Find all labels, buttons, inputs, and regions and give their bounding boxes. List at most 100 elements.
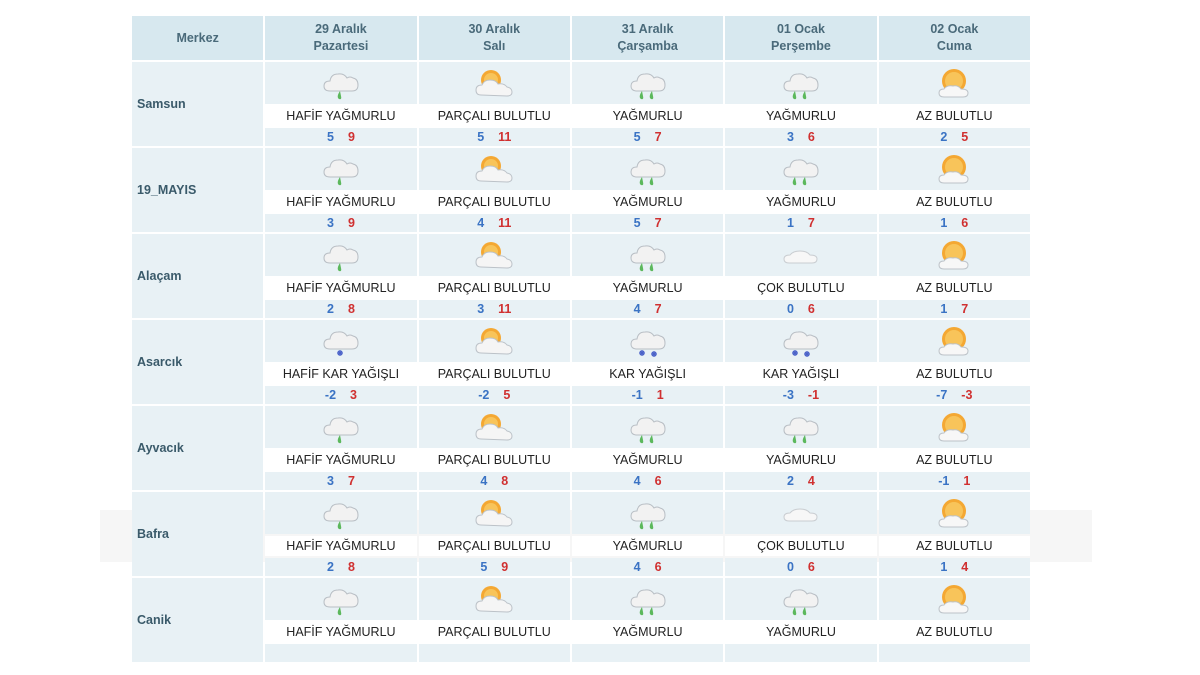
weather-icon-cell: [878, 320, 1030, 362]
partly-cloudy-icon: [474, 151, 514, 187]
light-rain-icon: [321, 581, 361, 617]
partly-cloudy-icon: [474, 65, 514, 101]
condition-text: ÇOK BULUTLU: [725, 536, 877, 556]
weather-icon-cell: [418, 406, 570, 448]
forecast-row-temps: 5 9 5 11 5 7 3 6 2 5: [132, 128, 1030, 146]
day-date: 29 Aralık: [315, 22, 367, 36]
partly-cloudy-icon: [474, 237, 514, 273]
cloudy-icon: [781, 237, 821, 273]
max-temp: 11: [498, 130, 512, 144]
partly-cloudy-icon: [474, 409, 514, 445]
max-temp: 7: [961, 302, 969, 316]
city-name[interactable]: Asarcık: [132, 320, 264, 404]
max-temp: 7: [807, 216, 815, 230]
condition-text: AZ BULUTLU: [878, 622, 1030, 642]
condition-text: PARÇALI BULUTLU: [418, 364, 570, 384]
weather-icon-cell: [265, 578, 417, 620]
min-temp: 0: [786, 560, 794, 574]
forecast-row-conditions: HAFİF KAR YAĞIŞLI PARÇALI BULUTLU KAR YAĞI…: [132, 364, 1030, 384]
min-temp: 3: [477, 302, 485, 316]
snow-icon: [628, 323, 668, 359]
min-temp: 1: [940, 216, 948, 230]
forecast-row-temps: -2 3 -2 5 -1 1 -3 -1 -7 -3: [132, 386, 1030, 404]
day-weekday: Çarşamba: [617, 39, 678, 53]
forecast-row-icons: Asarcık: [132, 320, 1030, 404]
light-rain-icon: [321, 237, 361, 273]
mostly-sunny-icon: [934, 409, 974, 445]
day-date: 31 Aralık: [621, 22, 674, 36]
weather-icon-cell: [571, 492, 724, 534]
min-temp: 4: [480, 474, 488, 488]
forecast-row-conditions: HAFİF YAĞMURLU PARÇALI BULUTLU YAĞMURLU ÇOK…: [132, 536, 1030, 556]
snow-icon: [781, 323, 821, 359]
city-name[interactable]: Ayvacık: [132, 406, 264, 490]
min-temp: 2: [326, 560, 334, 574]
rain-icon: [781, 151, 821, 187]
condition-text: YAĞMURLU: [571, 106, 724, 126]
condition-text: PARÇALI BULUTLU: [418, 106, 570, 126]
weather-icon-cell: [725, 320, 877, 362]
city-name[interactable]: Samsun: [132, 62, 264, 146]
max-temp: 7: [347, 474, 355, 488]
max-temp: 1: [656, 388, 664, 402]
min-temp: 2: [940, 130, 948, 144]
weather-icon-cell: [265, 148, 417, 190]
partly-cloudy-icon: [474, 323, 514, 359]
min-temp: 4: [633, 474, 641, 488]
rain-icon: [781, 65, 821, 101]
temperature-cell: -2 3: [265, 386, 417, 404]
max-temp: 4: [961, 560, 969, 574]
condition-text: AZ BULUTLU: [878, 192, 1030, 212]
city-name[interactable]: Canik: [132, 578, 264, 662]
max-temp: 3: [350, 388, 357, 402]
temperature-cell: -1 1: [571, 386, 724, 404]
day-date: 02 Ocak: [930, 22, 979, 36]
day-header: 31 Aralık Çarşamba: [571, 16, 724, 60]
weather-icon-cell: [725, 492, 877, 534]
weather-icon-cell: [725, 406, 877, 448]
max-temp: 8: [347, 560, 355, 574]
light-snow-icon: [321, 323, 361, 359]
weather-icon-cell: [418, 234, 570, 276]
min-temp: -2: [324, 388, 337, 402]
condition-text: HAFİF YAĞMURLU: [265, 192, 417, 212]
temperature-cell: -2 5: [418, 386, 570, 404]
forecast-row-temps: 3 9 4 11 5 7 1 7 1 6: [132, 214, 1030, 232]
day-weekday: Salı: [483, 39, 506, 53]
max-temp: -3: [961, 388, 973, 402]
weather-icon-cell: [265, 62, 417, 104]
max-temp: 1: [963, 474, 971, 488]
mostly-sunny-icon: [934, 495, 974, 531]
day-date: 01 Ocak: [776, 22, 825, 36]
city-name[interactable]: Alaçam: [132, 234, 264, 318]
city-name[interactable]: 19_MAYIS: [132, 148, 264, 232]
weather-icon-cell: [418, 578, 570, 620]
min-temp: 1: [940, 560, 948, 574]
condition-text: PARÇALI BULUTLU: [418, 536, 570, 556]
max-temp: 7: [654, 216, 662, 230]
day-header: 29 Aralık Pazartesi: [265, 16, 417, 60]
max-temp: 6: [654, 560, 662, 574]
min-temp: 5: [326, 130, 334, 144]
forecast-row-conditions: HAFİF YAĞMURLU PARÇALI BULUTLU YAĞMURLU YAĞ…: [132, 622, 1030, 642]
light-rain-icon: [321, 495, 361, 531]
forecast-row-temps: [132, 644, 1030, 662]
light-rain-icon: [321, 409, 361, 445]
min-temp: 3: [326, 216, 334, 230]
max-temp: 4: [807, 474, 815, 488]
max-temp: 7: [654, 302, 662, 316]
condition-text: YAĞMURLU: [571, 450, 724, 470]
city-name[interactable]: Bafra: [132, 492, 264, 576]
max-temp: 9: [347, 130, 355, 144]
max-temp: 6: [654, 474, 662, 488]
condition-text: AZ BULUTLU: [878, 106, 1030, 126]
forecast-row-conditions: HAFİF YAĞMURLU PARÇALI BULUTLU YAĞMURLU ÇOK…: [132, 278, 1030, 298]
light-rain-icon: [321, 151, 361, 187]
